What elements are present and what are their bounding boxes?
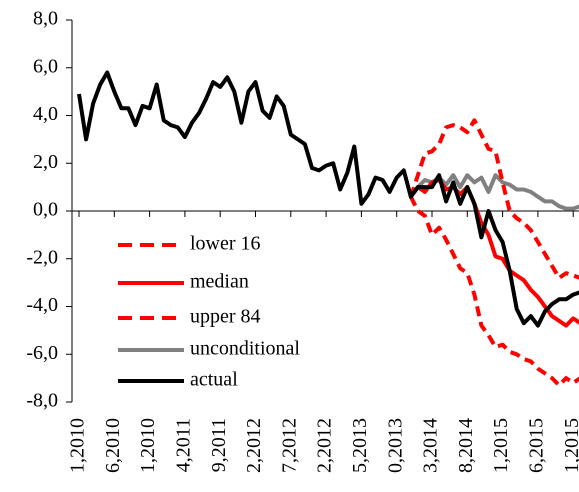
y-tick-label: 6,0 [33, 55, 58, 77]
x-tick-label: 2,2012 [243, 418, 265, 473]
y-tick-label: 4,0 [33, 103, 58, 125]
legend-item: upper 84 [118, 306, 261, 328]
x-tick-label: 1,2010 [137, 418, 159, 473]
legend-item: lower 16 [118, 233, 261, 255]
legend-label: unconditional [190, 338, 300, 360]
y-tick-label: 2,0 [33, 151, 58, 173]
x-tick-label: 6,2015 [525, 418, 547, 473]
x-tick-label: 8,2014 [455, 418, 477, 473]
x-tick-label: 1,2015 [561, 418, 579, 473]
y-tick-label: 0,0 [33, 199, 58, 221]
x-tick-label: 3,2014 [420, 418, 442, 473]
legend-label: lower 16 [190, 233, 261, 255]
y-tick-label: 8,0 [33, 8, 58, 30]
x-tick-label: 1,2015 [490, 418, 512, 473]
legend-item: actual [118, 369, 238, 391]
legend-label: median [190, 271, 249, 293]
x-tick-label: 6,2010 [102, 418, 124, 473]
y-tick-label: -6,0 [26, 342, 58, 364]
legend-item: unconditional [118, 338, 300, 360]
legend-label: actual [190, 369, 238, 391]
x-tick-label: 7,2012 [278, 418, 300, 473]
y-tick-label: -4,0 [26, 294, 58, 316]
x-tick-label: 2,2012 [314, 418, 336, 473]
series-line [408, 118, 579, 280]
series-line [409, 195, 579, 388]
x-tick-label: 0,2013 [384, 418, 406, 473]
x-tick-label: 5,2013 [349, 418, 371, 473]
y-tick-label: -8,0 [26, 390, 58, 412]
legend-item: median [118, 271, 249, 293]
x-tick-label: 1,2010 [67, 418, 89, 473]
y-tick-label: -2,0 [26, 246, 58, 268]
x-tick-label: 4,2011 [172, 418, 194, 472]
legend-label: upper 84 [190, 306, 261, 328]
series-line [77, 70, 579, 328]
x-tick-label: 9,2011 [208, 418, 230, 472]
